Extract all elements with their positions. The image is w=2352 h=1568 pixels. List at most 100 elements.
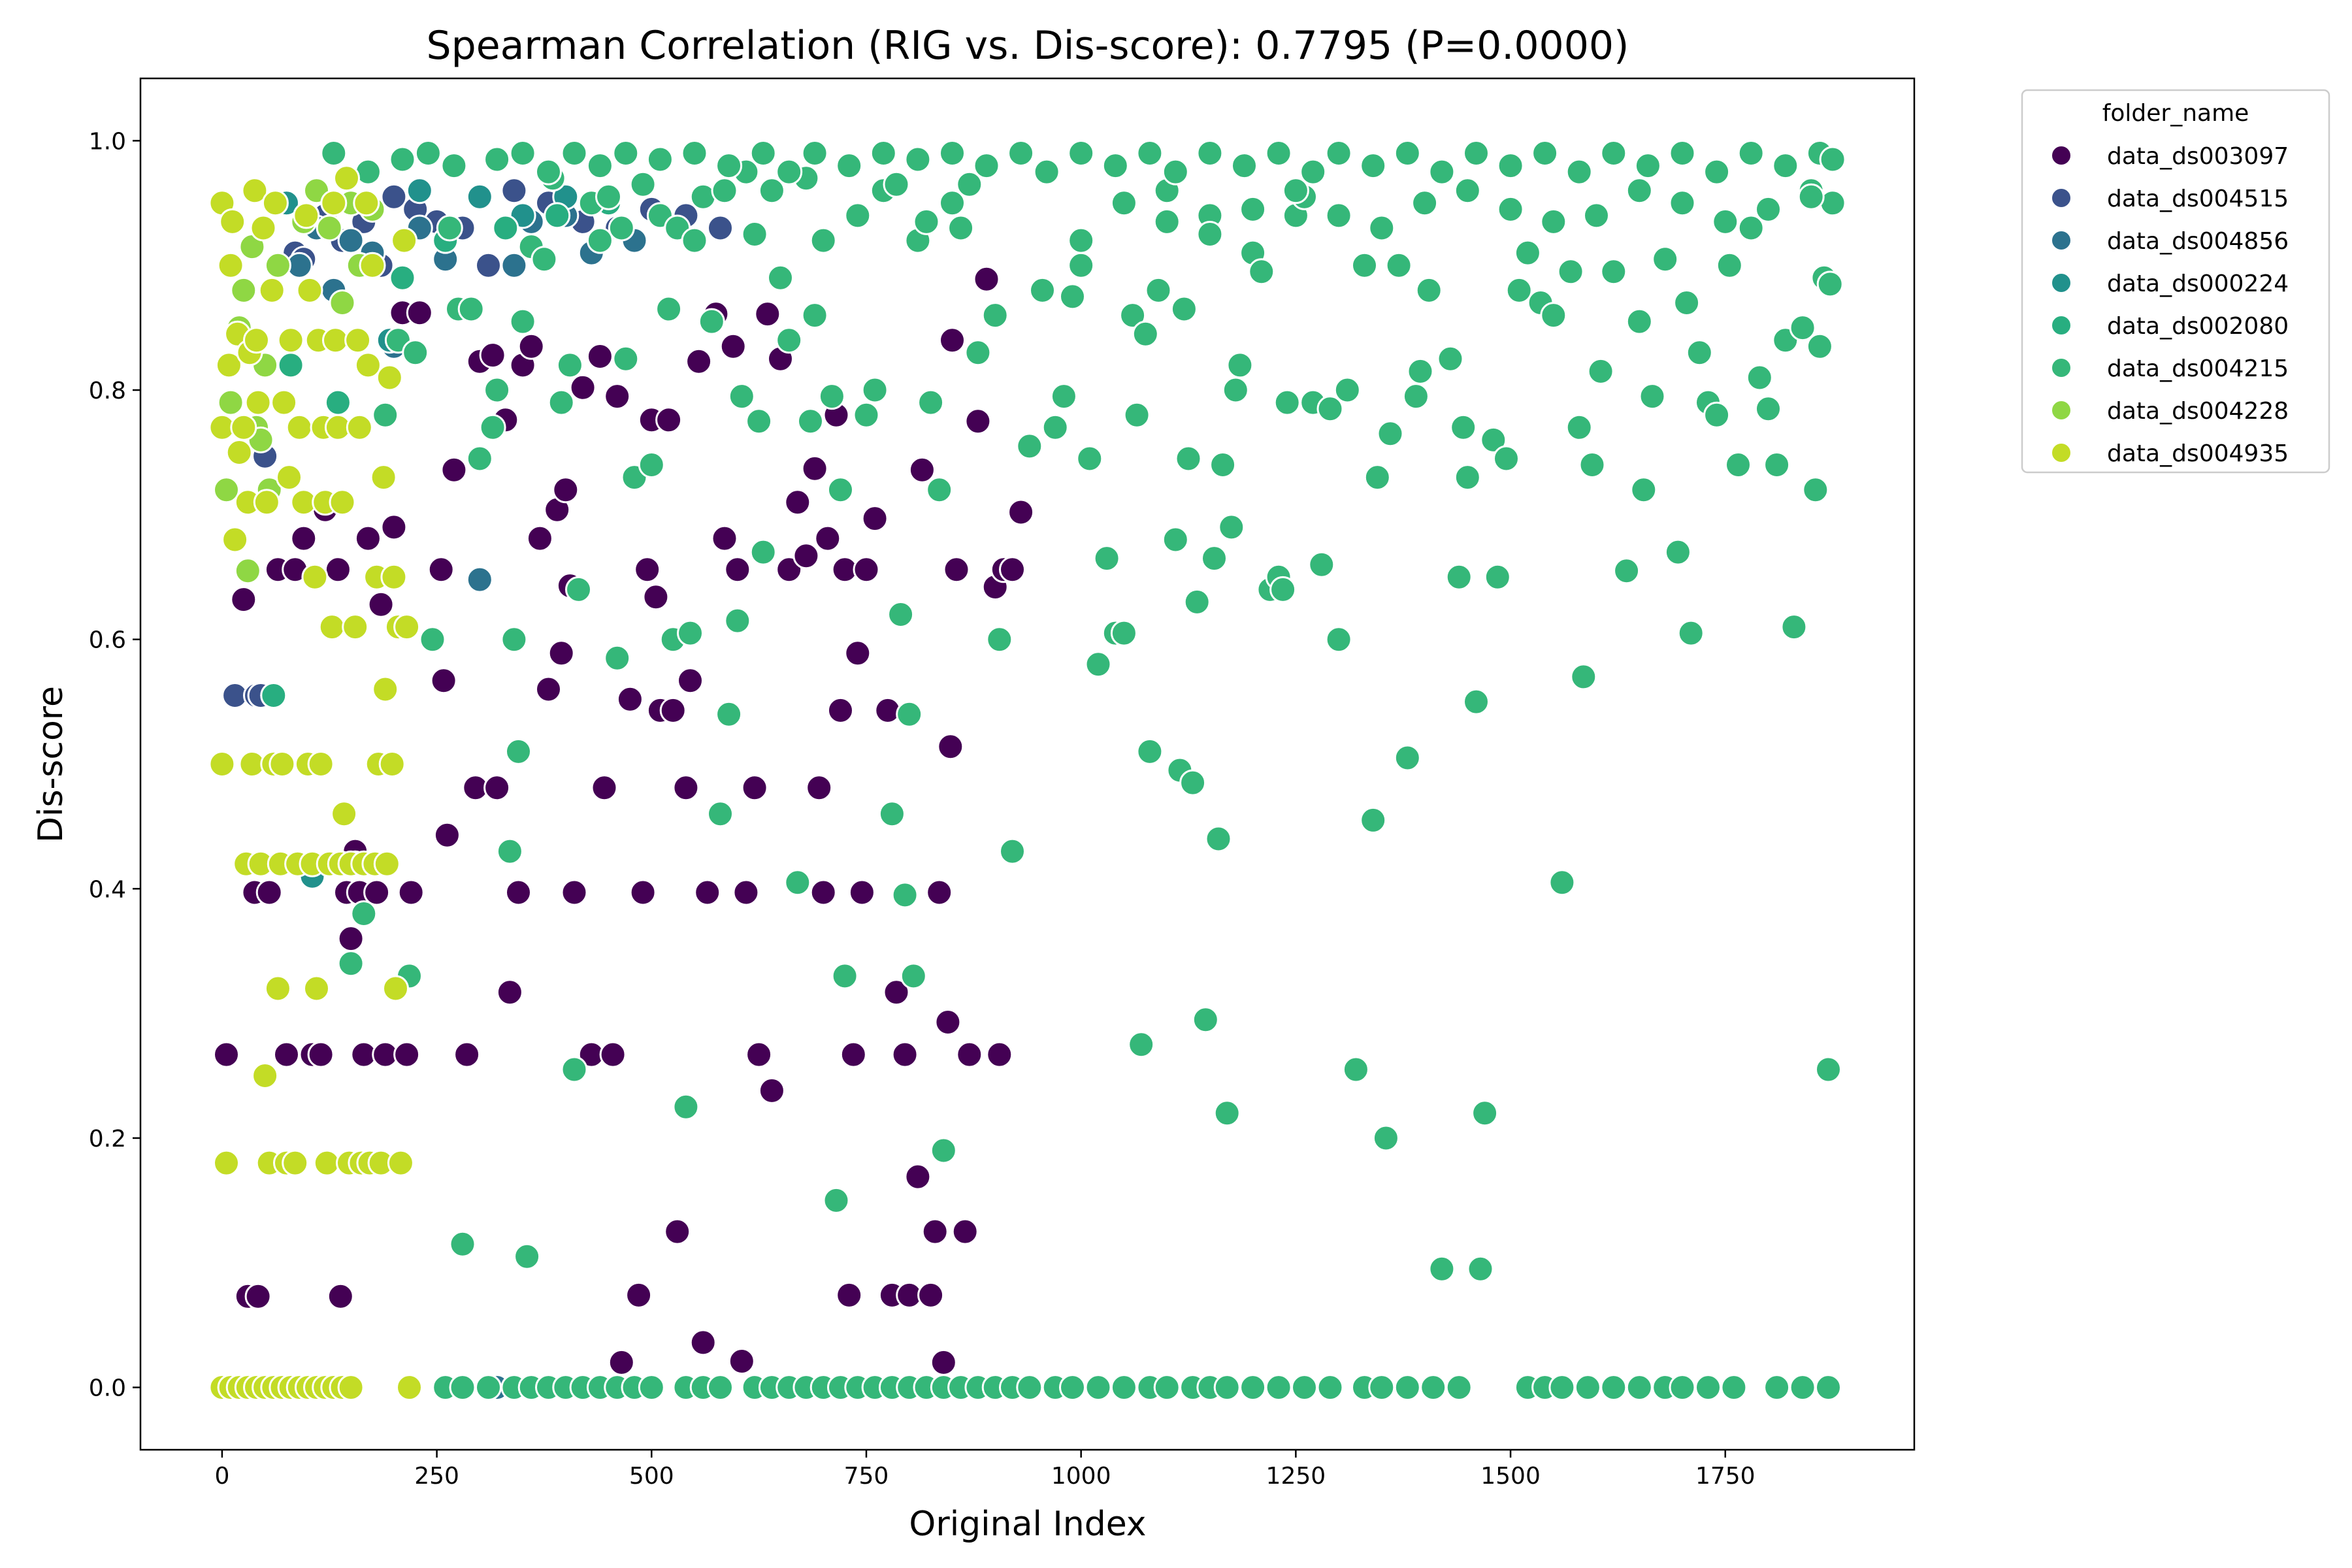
point-5-136	[1364, 464, 1391, 491]
point-5-149	[1463, 688, 1490, 715]
point-5-280	[1068, 140, 1095, 167]
point-5-24	[561, 1056, 588, 1083]
point-0-70	[689, 1329, 717, 1356]
point-7-4	[215, 351, 242, 379]
point-5-319	[1625, 177, 1653, 204]
point-7-21	[253, 489, 280, 516]
point-0-1	[230, 586, 257, 613]
legend-label-0: data_ds003097	[2107, 143, 2289, 170]
point-7-82	[393, 613, 421, 641]
point-7-60	[344, 327, 372, 354]
point-5-97	[1110, 619, 1137, 647]
point-5-154	[1493, 445, 1520, 472]
point-5-134	[1351, 252, 1378, 279]
point-7-31	[276, 464, 302, 491]
point-5-181	[1755, 395, 1782, 423]
point-5-142	[1407, 357, 1434, 385]
point-7-74	[373, 850, 400, 877]
point-5-171	[1664, 538, 1691, 566]
point-0-106	[917, 1281, 945, 1309]
point-5-277	[973, 152, 1000, 180]
point-5-53	[758, 177, 785, 204]
point-5-39	[672, 1093, 700, 1120]
point-7-16	[243, 327, 270, 354]
point-5-90	[1050, 383, 1077, 410]
point-5-67	[861, 376, 889, 404]
point-5-135	[1360, 806, 1387, 834]
point-0-116	[964, 408, 992, 435]
point-5-318	[1540, 208, 1567, 235]
point-2-10	[500, 252, 528, 279]
point-5-47	[724, 607, 751, 634]
point-0-33	[453, 1041, 481, 1068]
point-5-309	[1497, 195, 1524, 223]
point-5-272	[801, 140, 828, 167]
point-5-291	[1428, 158, 1456, 186]
x-tick-label-2: 500	[629, 1463, 674, 1490]
point-0-43	[526, 525, 553, 552]
point-5-293	[1497, 152, 1524, 180]
point-5-166	[1613, 557, 1641, 585]
point-0-107	[921, 1218, 949, 1245]
point-7-64	[353, 189, 380, 217]
point-7-42	[303, 975, 330, 1002]
point-5-228	[1110, 1374, 1137, 1401]
point-5-2	[372, 401, 399, 429]
point-5-258	[389, 146, 416, 173]
point-0-53	[591, 774, 618, 802]
point-7-65	[354, 351, 382, 379]
point-5-31	[612, 345, 640, 372]
point-5-137	[1372, 1124, 1399, 1152]
point-5-145	[1437, 345, 1464, 372]
point-0-9	[290, 525, 318, 552]
point-5-226	[1059, 1374, 1086, 1401]
point-5-5	[402, 339, 429, 367]
point-5-296	[1600, 140, 1627, 167]
point-5-65	[844, 202, 872, 229]
point-7-6	[219, 208, 246, 235]
point-5-22	[547, 389, 575, 416]
legend-label-1: data_ds004515	[2107, 186, 2289, 212]
point-0-105	[908, 456, 936, 483]
point-5-267	[646, 146, 674, 173]
point-0-31	[433, 821, 461, 849]
point-5-130	[1316, 395, 1344, 423]
point-5-271	[776, 158, 803, 186]
point-0-98	[861, 505, 889, 532]
point-5-286	[1265, 140, 1292, 167]
legend-marker-7	[2051, 442, 2072, 463]
point-7-35	[286, 414, 313, 441]
point-5-195	[475, 1374, 502, 1401]
point-5-187	[1802, 476, 1829, 504]
point-7-99	[337, 1374, 365, 1401]
point-7-80	[387, 1149, 414, 1177]
point-5-87	[1016, 433, 1043, 460]
point-5-301	[1772, 152, 1799, 180]
point-5-76	[913, 208, 940, 235]
point-5-133	[1342, 1056, 1369, 1083]
point-5-252	[1720, 1374, 1748, 1401]
point-5-254	[1789, 1374, 1816, 1401]
legend-label-4: data_ds002080	[2107, 313, 2289, 340]
point-0-30	[430, 667, 457, 694]
point-0-81	[758, 1077, 785, 1104]
point-5-6	[419, 626, 446, 653]
point-5-190	[1815, 1056, 1842, 1083]
point-7-29	[270, 389, 298, 416]
point-0-50	[569, 374, 596, 401]
chart-title: Spearman Correlation (RIG vs. Dis-score)…	[427, 23, 1629, 69]
point-5-247	[1600, 1374, 1627, 1401]
point-5-54	[767, 264, 794, 291]
y-tick-label-0: 0.0	[89, 1375, 126, 1402]
point-2-3	[337, 227, 365, 254]
point-5-320	[1712, 208, 1739, 235]
point-5-113	[1201, 545, 1228, 572]
point-5-176	[1703, 401, 1731, 429]
point-5-241	[1420, 1374, 1447, 1401]
point-5-194	[449, 1374, 476, 1401]
point-5-46	[715, 700, 743, 728]
point-0-29	[427, 556, 455, 583]
point-0-56	[608, 1348, 635, 1376]
point-5-147	[1450, 414, 1477, 441]
point-5-81	[947, 214, 975, 242]
